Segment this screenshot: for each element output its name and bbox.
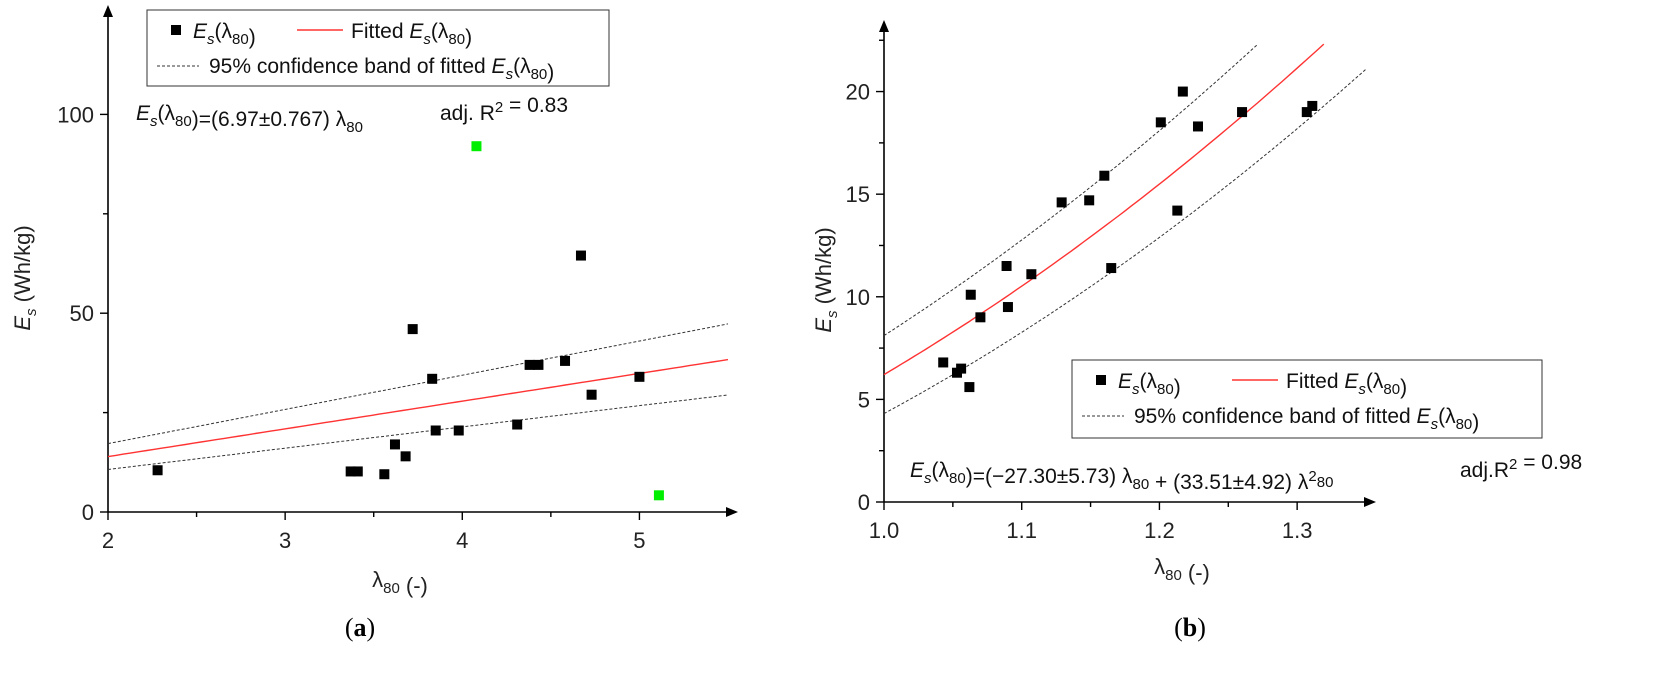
- data-point: [1177, 86, 1188, 97]
- legend-band-label: 95% confidence band of fitted Es(λ80): [209, 55, 554, 84]
- data-point: [586, 389, 597, 400]
- fit-equation-annotation: Es(λ80)=(−27.30±5.73) λ80 + (33.51±4.92)…: [910, 459, 1333, 494]
- y-tick-label: 100: [57, 102, 94, 127]
- outlier-point: [653, 490, 664, 501]
- panel-label: (a): [345, 613, 375, 642]
- legend-box: [146, 9, 610, 87]
- data-point: [1026, 269, 1037, 280]
- data-point: [389, 439, 400, 450]
- confidence-band-upper: [107, 323, 729, 445]
- legend-marker-icon: [171, 25, 181, 35]
- data-point: [1192, 121, 1203, 132]
- adj-r2-annotation: adj. R2 = 0.83: [440, 94, 568, 125]
- data-point: [1099, 170, 1110, 181]
- data-point: [379, 469, 390, 480]
- fitted-line: [883, 43, 1325, 376]
- x-tick-label: 2: [102, 528, 114, 553]
- data-point: [1084, 195, 1095, 206]
- legend: Es(λ80) Fitted Es(λ80) 95% confidence band…: [146, 9, 610, 87]
- data-point: [1307, 100, 1318, 111]
- data-point: [1002, 302, 1013, 313]
- adj-r2-annotation: adj.R2 = 0.98: [1460, 451, 1582, 482]
- x-tick-label: 4: [456, 528, 468, 553]
- data-point: [1106, 263, 1117, 274]
- x-tick-label: 3: [279, 528, 291, 553]
- legend-fit-label: Fitted Es(λ80): [351, 20, 472, 49]
- x-tick-label: 5: [633, 528, 645, 553]
- data-point: [1172, 205, 1183, 216]
- data-point: [1237, 107, 1248, 118]
- legend-data-label: Es(λ80): [193, 20, 256, 49]
- legend-band-label: 95% confidence band of fitted Es(λ80): [1134, 405, 1479, 434]
- legend: Es(λ80) Fitted Es(λ80) 95% confidence band…: [1071, 359, 1543, 439]
- y-axis-arrow: [103, 5, 113, 17]
- data-point: [938, 357, 949, 368]
- data-point: [1301, 107, 1312, 118]
- fitted-line: [107, 358, 729, 458]
- data-point: [407, 324, 418, 335]
- x-axis-arrow: [1364, 497, 1376, 507]
- chart-panel-b: 1.0 1.1 1.2 1.3 0 5 10 15 20 λ80 (-) Es (Wh/kg) Es(…: [811, 20, 1582, 642]
- outlier-point: [471, 141, 482, 152]
- legend-data-label: Es(λ80): [1118, 370, 1181, 399]
- data-point: [430, 425, 441, 436]
- x-tick-label: 1.3: [1282, 518, 1313, 543]
- x-tick-label: 1.0: [869, 518, 900, 543]
- y-tick-label: 50: [70, 301, 94, 326]
- data-point: [524, 359, 535, 370]
- data-point: [560, 355, 571, 366]
- data-point: [1056, 197, 1067, 208]
- x-axis-title: λ80 (-): [1154, 554, 1210, 585]
- data-point: [533, 359, 544, 370]
- data-point: [1001, 261, 1012, 271]
- x-tick-label: 1.2: [1144, 518, 1175, 543]
- data-point: [352, 466, 363, 477]
- fit-equation-annotation: Es(λ80)=(6.97±0.767) λ80: [136, 102, 363, 136]
- y-tick-label: 0: [82, 500, 94, 525]
- y-tick-label: 5: [858, 387, 870, 412]
- data-point: [427, 373, 438, 384]
- data-point: [512, 419, 523, 430]
- data-point: [152, 465, 163, 476]
- data-point: [956, 363, 967, 374]
- data-point: [975, 312, 986, 323]
- y-tick-label: 0: [858, 490, 870, 515]
- y-axis-title: Es (Wh/kg): [811, 227, 841, 332]
- data-point: [345, 466, 356, 477]
- y-tick-label: 10: [846, 285, 870, 310]
- data-point: [964, 382, 975, 393]
- y-axis-arrow: [879, 20, 889, 32]
- legend-box: [1071, 359, 1543, 439]
- legend-fit-label: Fitted Es(λ80): [1286, 370, 1407, 399]
- data-point: [575, 250, 586, 261]
- data-point: [453, 425, 464, 436]
- data-point: [1155, 117, 1166, 128]
- confidence-band-lower: [107, 394, 729, 470]
- panel-label: (b): [1174, 613, 1206, 642]
- data-point: [400, 451, 411, 462]
- y-tick-label: 15: [846, 182, 870, 207]
- confidence-band-upper: [883, 44, 1258, 337]
- data-point: [634, 371, 645, 382]
- y-tick-label: 20: [846, 80, 870, 105]
- x-axis-arrow: [726, 507, 738, 517]
- y-axis-title: Es (Wh/kg): [10, 225, 40, 330]
- data-point: [965, 289, 976, 300]
- x-axis-title: λ80 (-): [372, 567, 428, 598]
- legend-marker-icon: [1096, 375, 1106, 385]
- x-tick-label: 1.1: [1006, 518, 1037, 543]
